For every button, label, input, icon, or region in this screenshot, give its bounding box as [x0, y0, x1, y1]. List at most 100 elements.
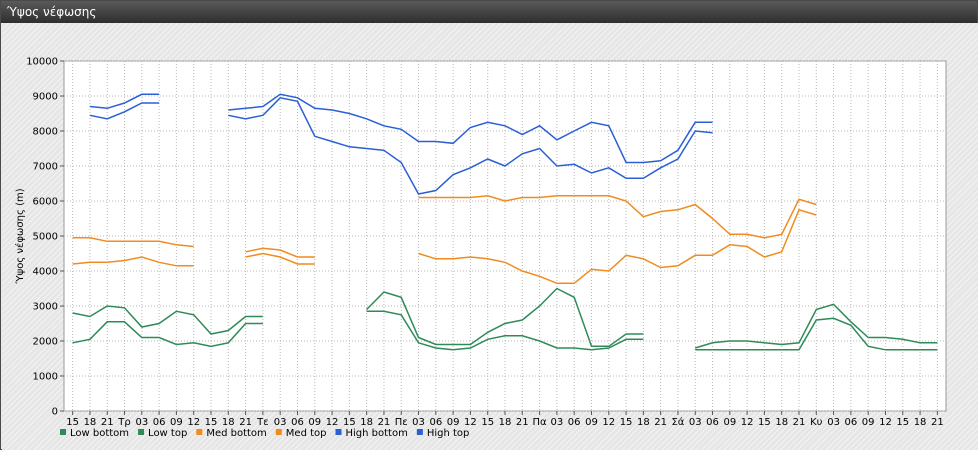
x-tick-label: 18 [222, 417, 235, 428]
legend-item: High bottom [335, 428, 408, 439]
legend-item: High top [416, 428, 470, 439]
series-line-med-bottom [245, 252, 315, 265]
legend-item: Low top [138, 428, 187, 439]
x-tick-label: 06 [568, 417, 581, 428]
x-tick-label: Πε [395, 417, 408, 428]
legend-label: Low top [148, 428, 187, 439]
legend-swatch [138, 429, 145, 435]
x-axis-ticks: 15 18 21 Τρ 03 06 09 12 15 18 21 Τε 03 06 09 12 15 18 21 Πε… [66, 411, 944, 428]
y-tick-label: 6000 [33, 197, 58, 208]
x-tick-label: 18 [637, 417, 650, 428]
x-tick-label: 03 [689, 417, 702, 428]
x-tick-label: 15 [205, 417, 218, 428]
x-tick-label: 12 [464, 417, 477, 428]
x-tick-label: 21 [793, 417, 806, 428]
x-tick-label: 15 [481, 417, 494, 428]
legend-label: High bottom [346, 428, 408, 439]
y-tick-label: 2000 [33, 337, 58, 348]
x-tick-label: 21 [239, 417, 252, 428]
x-tick-label: 09 [447, 417, 460, 428]
x-tick-label: 03 [135, 417, 148, 428]
x-tick-label: 15 [343, 417, 356, 428]
x-tick-label: 15 [758, 417, 771, 428]
x-tick-label: 06 [429, 417, 442, 428]
y-tick-label: 5000 [33, 232, 58, 243]
x-tick-label: 06 [153, 417, 166, 428]
legend-item: Med top [275, 428, 327, 439]
x-tick-label: 09 [308, 417, 321, 428]
x-tick-label: Κυ [810, 417, 823, 428]
series-line-high-top [228, 93, 713, 164]
x-tick-label: 21 [654, 417, 667, 428]
x-tick-label: 09 [585, 417, 598, 428]
x-tick-label: Πα [533, 417, 548, 428]
x-tick-label: 18 [84, 417, 97, 428]
x-tick-label: 18 [360, 417, 373, 428]
y-tick-label: 10000 [26, 57, 58, 68]
x-tick-label: 03 [551, 417, 564, 428]
chart-area: 0 1000 2000 3000 4000 5000 6000 7000 8000 9000 100… [2, 23, 978, 450]
y-tick-label: 9000 [33, 92, 58, 103]
x-tick-label: 12 [741, 417, 754, 428]
series-lines [72, 93, 938, 351]
legend-swatch [335, 429, 342, 435]
series-line-low-bottom [695, 317, 938, 351]
x-tick-label: 03 [412, 417, 425, 428]
x-tick-label: 15 [620, 417, 633, 428]
x-tick-label: 03 [827, 417, 840, 428]
legend-swatch [275, 429, 282, 435]
legend-item: Med bottom [196, 428, 267, 439]
x-tick-label: 03 [274, 417, 287, 428]
y-tick-label: 0 [52, 407, 58, 418]
series-line-high-bottom [228, 96, 713, 195]
legend-swatch [60, 429, 66, 435]
x-tick-label: 06 [845, 417, 858, 428]
x-tick-label: 06 [706, 417, 719, 428]
x-tick-label: 12 [879, 417, 892, 428]
x-tick-label: 09 [862, 417, 875, 428]
x-tick-label: 09 [170, 417, 183, 428]
series-line-high-top [89, 93, 160, 110]
y-tick-label: 3000 [33, 302, 58, 313]
x-tick-label: 15 [896, 417, 909, 428]
x-tick-label: 15 [66, 417, 79, 428]
x-tick-label: 21 [101, 417, 114, 428]
x-tick-label: 18 [499, 417, 512, 428]
series-line-med-top [418, 195, 817, 239]
y-axis-label: Ύψος νέφωσης (m) [14, 188, 26, 284]
series-line-low-top [72, 305, 263, 335]
x-tick-label: 12 [187, 417, 200, 428]
x-tick-label: 12 [326, 417, 339, 428]
legend-label: Low bottom [70, 428, 129, 439]
legend-label: Med top [286, 428, 327, 439]
y-tick-label: 7000 [33, 162, 58, 173]
legend-label: Med bottom [206, 428, 266, 439]
x-tick-label: 06 [291, 417, 304, 428]
x-tick-label: 09 [723, 417, 736, 428]
x-tick-label: 12 [602, 417, 615, 428]
x-tick-label: Τε [256, 417, 269, 428]
y-axis-ticks: 0 1000 2000 3000 4000 5000 6000 7000 8000 9000 100… [26, 57, 64, 418]
legend-label: High top [427, 428, 470, 439]
legend-swatch [416, 429, 423, 435]
series-line-low-bottom [72, 321, 263, 348]
x-tick-label: 21 [378, 417, 391, 428]
series-line-low-bottom [366, 310, 644, 351]
series-line-low-top [366, 287, 644, 348]
series-line-med-bottom [418, 208, 817, 285]
series-line-med-bottom [72, 256, 194, 267]
series-line-high-bottom [89, 102, 160, 120]
x-tick-label: 18 [775, 417, 788, 428]
x-tick-label: 21 [516, 417, 529, 428]
series-line-low-top [694, 303, 938, 349]
x-tick-label: 21 [931, 417, 944, 428]
window-title: Ύψος νέφωσης [1, 1, 977, 23]
y-tick-label: 8000 [33, 127, 58, 138]
x-tick-label: Σά [671, 416, 684, 428]
legend-item: Low bottom [60, 428, 129, 439]
series-line-med-top [72, 237, 194, 248]
y-tick-label: 4000 [33, 267, 58, 278]
x-tick-label: Τρ [117, 417, 130, 428]
cloud-height-chart: 0 1000 2000 3000 4000 5000 6000 7000 8000 9000 100… [14, 57, 947, 439]
